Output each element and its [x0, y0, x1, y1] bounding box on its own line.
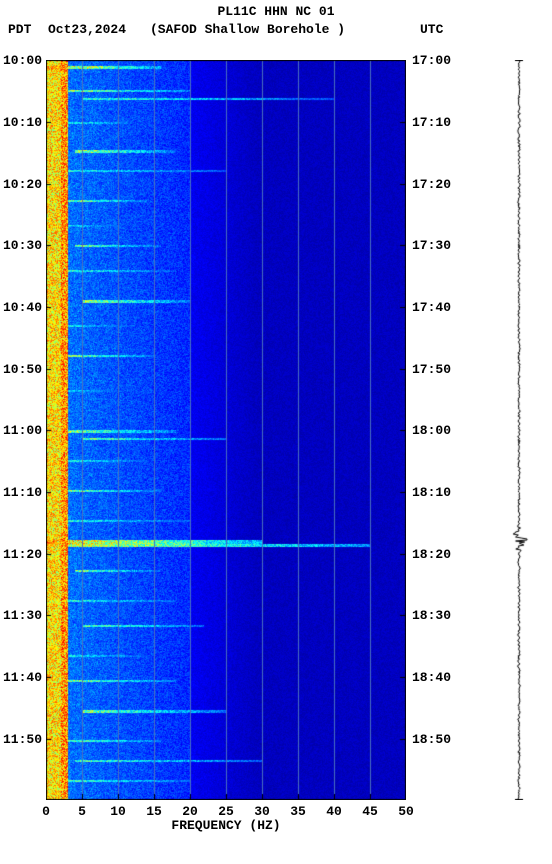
x-tick: 20 — [180, 804, 200, 819]
y-right-tick: 17:40 — [412, 300, 451, 315]
x-tick: 35 — [288, 804, 308, 819]
trace-canvas — [506, 60, 532, 800]
station-code-title: PL11C HHN NC 01 — [0, 4, 552, 19]
y-right-tick: 18:50 — [412, 732, 451, 747]
y-left-tick: 11:20 — [0, 547, 42, 562]
date-label: Oct23,2024 — [48, 22, 126, 37]
y-right-tick: 18:00 — [412, 423, 451, 438]
x-tick: 40 — [324, 804, 344, 819]
spectrogram-canvas — [46, 60, 406, 800]
y-right-tick: 17:00 — [412, 53, 451, 68]
y-right-tick: 18:30 — [412, 608, 451, 623]
y-right-tick: 17:50 — [412, 362, 451, 377]
x-tick: 30 — [252, 804, 272, 819]
x-tick: 45 — [360, 804, 380, 819]
x-tick: 15 — [144, 804, 164, 819]
y-left-tick: 11:30 — [0, 608, 42, 623]
y-right-tick: 18:20 — [412, 547, 451, 562]
x-tick: 0 — [36, 804, 56, 819]
y-left-tick: 10:10 — [0, 115, 42, 130]
y-left-tick: 10:00 — [0, 53, 42, 68]
y-left-tick: 11:40 — [0, 670, 42, 685]
y-left-tick: 11:50 — [0, 732, 42, 747]
y-left-tick: 11:10 — [0, 485, 42, 500]
x-axis-title: FREQUENCY (HZ) — [46, 818, 406, 833]
y-left-tick: 10:20 — [0, 177, 42, 192]
y-right-tick: 17:30 — [412, 238, 451, 253]
y-left-tick: 10:30 — [0, 238, 42, 253]
timezone-right: UTC — [420, 22, 443, 37]
timezone-left: PDT — [8, 22, 31, 37]
station-description: (SAFOD Shallow Borehole ) — [150, 22, 345, 37]
x-tick: 10 — [108, 804, 128, 819]
x-tick: 50 — [396, 804, 416, 819]
spectrogram-page: { "header": { "title": "PL11C HHN NC 01"… — [0, 0, 552, 864]
seismogram-trace — [506, 60, 532, 800]
y-right-tick: 17:10 — [412, 115, 451, 130]
y-right-tick: 18:40 — [412, 670, 451, 685]
y-left-tick: 10:40 — [0, 300, 42, 315]
y-left-tick: 10:50 — [0, 362, 42, 377]
y-right-tick: 17:20 — [412, 177, 451, 192]
spectrogram-plot — [46, 60, 406, 800]
y-right-tick: 18:10 — [412, 485, 451, 500]
y-left-tick: 11:00 — [0, 423, 42, 438]
x-tick: 25 — [216, 804, 236, 819]
x-tick: 5 — [72, 804, 92, 819]
